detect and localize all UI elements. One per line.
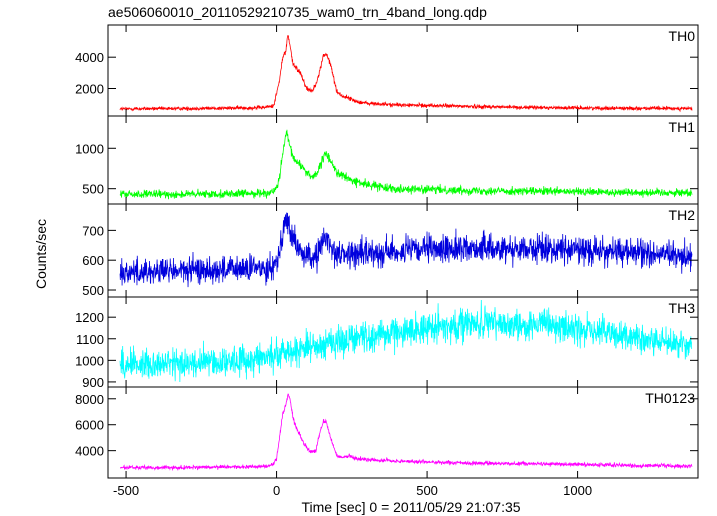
y-tick-label: 1200 — [75, 310, 104, 325]
panel-label: TH2 — [669, 207, 696, 223]
panels-group: 2000 4000 TH0 500 1000 TH1 500 600 700 TH2 900 1000… — [75, 24, 699, 498]
panel-th2: 500 600 700 TH2 — [82, 203, 699, 298]
series-line-th3 — [119, 300, 693, 383]
x-tick-label: 0 — [273, 483, 280, 498]
y-tick-label: 700 — [82, 223, 104, 238]
y-tick-label: 6000 — [75, 418, 104, 433]
y-tick-label: 8000 — [75, 392, 104, 407]
series-line-th0 — [119, 35, 693, 113]
panel-th3: 900 1000 1100 1200 TH3 — [75, 296, 699, 390]
x-tick-label: -500 — [113, 483, 139, 498]
panel-label: TH1 — [669, 119, 696, 135]
y-tick-label: 1000 — [75, 353, 104, 368]
y-tick-label: 4000 — [75, 50, 104, 65]
series-line-th2 — [119, 212, 693, 288]
y-tick-label: 500 — [82, 182, 104, 197]
x-tick-label: 500 — [416, 483, 438, 498]
panel-label: TH0123 — [645, 390, 695, 406]
panel-frame — [107, 24, 699, 117]
panel-label: TH3 — [669, 300, 696, 316]
y-tick-label: 1000 — [75, 141, 104, 156]
panel-frame — [107, 386, 699, 479]
y-tick-label: 900 — [82, 375, 104, 390]
x-axis-title: Time [sec] 0 = 2011/05/29 21:07:35 — [301, 499, 520, 515]
y-axis-title: Counts/sec — [33, 219, 49, 289]
x-tick-label: 1000 — [563, 483, 592, 498]
panel-th1: 500 1000 TH1 — [75, 115, 699, 205]
series-line-th0123 — [120, 393, 693, 472]
panel-th0: 2000 4000 TH0 — [75, 24, 699, 117]
panel-th0123: 4000 6000 8000 TH0123 — [75, 386, 699, 479]
y-tick-label: 600 — [82, 253, 104, 268]
y-tick-label: 2000 — [75, 82, 104, 97]
y-tick-label: 4000 — [75, 444, 104, 459]
series-line-th1 — [119, 129, 693, 200]
y-tick-label: 500 — [82, 283, 104, 298]
panel-label: TH0 — [669, 28, 696, 44]
chart-title: ae506060010_20110529210735_wam0_trn_4ban… — [108, 4, 487, 20]
y-tick-label: 1100 — [76, 332, 104, 347]
